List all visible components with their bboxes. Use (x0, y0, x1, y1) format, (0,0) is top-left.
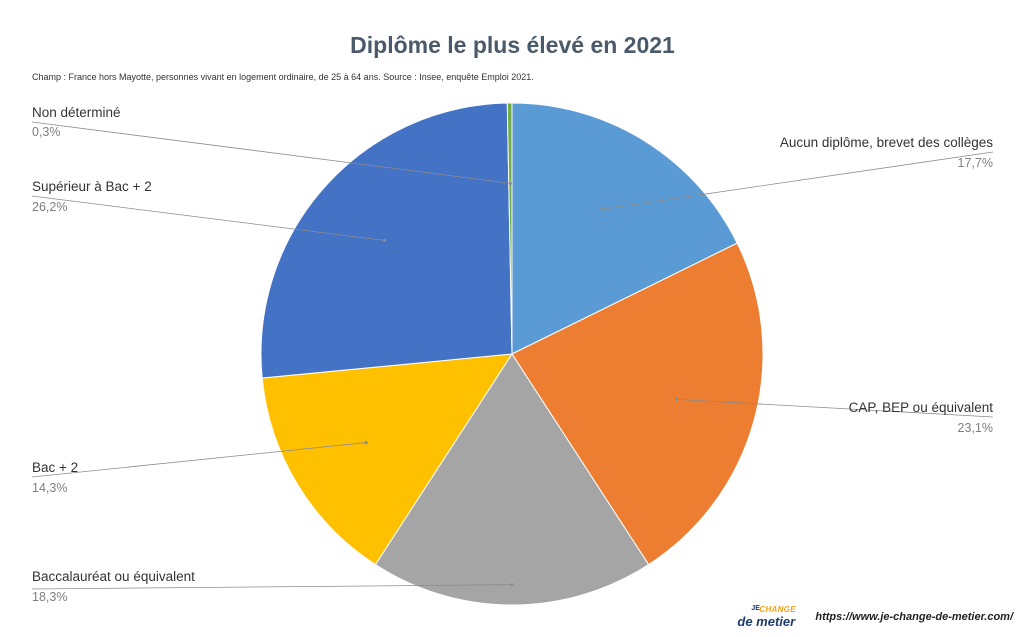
site-logo: JE CHANGE de metier (737, 605, 809, 629)
slice-label: Non déterminé (32, 105, 121, 120)
pie-slice-superieur-a-bac-2 (260, 102, 513, 379)
chart-subtitle: Champ : France hors Mayotte, personnes v… (32, 72, 534, 82)
pie-slice-aucun-diplome-brevet-des-colleges (511, 102, 738, 355)
slice-label: Bac + 2 (32, 460, 78, 475)
leader-line (31, 195, 385, 241)
footer: JE CHANGE de metier https://www.je-chang… (737, 605, 1013, 629)
slice-label: CAP, BEP ou équivalent (849, 400, 994, 415)
pie-slice-non-determine (506, 102, 513, 355)
slice-label: Supérieur à Bac + 2 (32, 179, 152, 194)
slice-percent: 26,2% (32, 200, 67, 214)
slice-percent: 23,1% (958, 421, 993, 435)
site-url[interactable]: https://www.je-change-de-metier.com/ (815, 611, 1013, 623)
leader-dot (510, 583, 514, 587)
slice-percent: 17,7% (958, 156, 993, 170)
logo-je-text: JE (751, 605, 760, 612)
pie-slice-baccalaureat-ou-equivalent (374, 353, 650, 606)
pie-slice-bac-2 (261, 353, 513, 566)
slice-label: Baccalauréat ou équivalent (32, 569, 195, 584)
chart-title: Diplôme le plus élevé en 2021 (350, 32, 675, 58)
slice-percent: 0,3% (32, 125, 61, 139)
logo-top-text: CHANGE (759, 605, 796, 614)
pie-slice-cap-bep-ou-equivalent (511, 242, 764, 566)
leader-dot (508, 181, 512, 185)
leader-line (602, 151, 994, 210)
slice-percent: 14,3% (32, 481, 67, 495)
leader-line (31, 121, 511, 184)
leader-dot (364, 440, 368, 445)
leader-line (676, 398, 994, 418)
leader-dot (382, 238, 387, 243)
leader-dot (600, 207, 604, 211)
logo-bottom-text: de metier (737, 614, 796, 629)
leader-line (31, 442, 367, 478)
leader-line (31, 584, 513, 590)
leader-dot (674, 397, 679, 401)
slice-percent: 18,3% (32, 590, 67, 604)
slice-label: Aucun diplôme, brevet des collèges (780, 135, 993, 150)
